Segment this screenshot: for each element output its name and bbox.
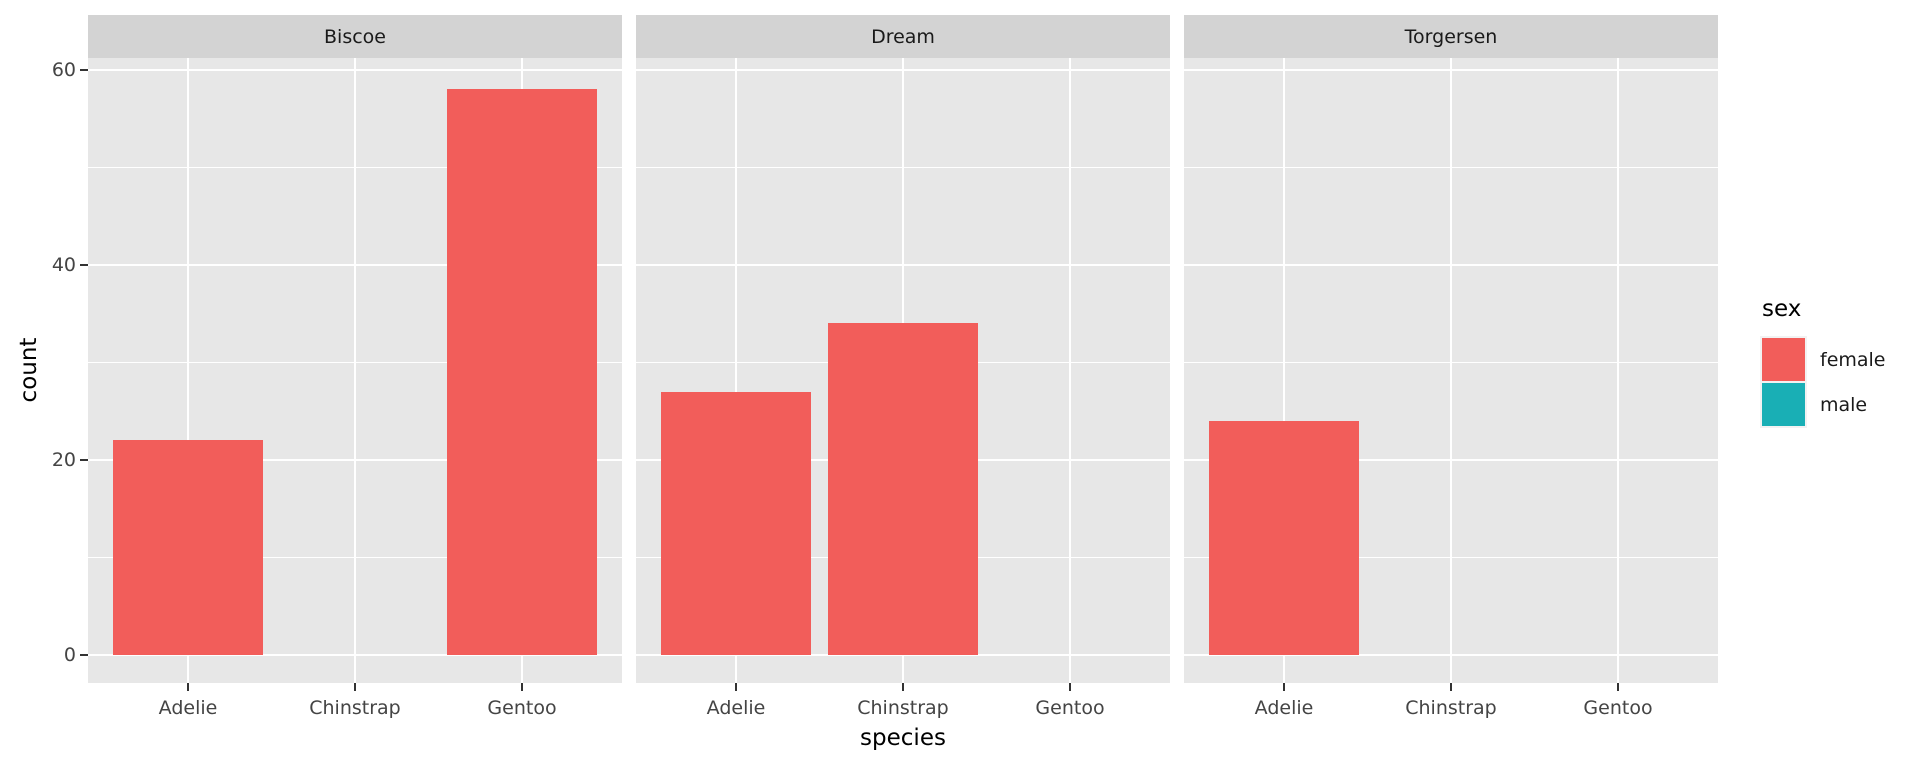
y-tick-label: 40 (51, 254, 76, 276)
gridline-major-x (1450, 58, 1452, 683)
x-tick-label: Gentoo (1583, 697, 1653, 719)
bar-female-adelie (661, 392, 811, 655)
bar-female-gentoo (447, 89, 597, 655)
y-tick-label: 60 (51, 59, 76, 81)
x-tick (1283, 683, 1285, 691)
gridline-major-x (735, 58, 737, 683)
facet-strip-label: Biscoe (324, 25, 386, 48)
legend-keys: female male (1762, 338, 1886, 426)
x-tick-label: Chinstrap (309, 697, 401, 719)
gridline-major-x (187, 58, 189, 683)
facet-panel (636, 58, 1170, 683)
x-tick (902, 683, 904, 691)
gridline-major-x (1617, 58, 1619, 683)
facet-strip-label: Torgersen (1404, 25, 1498, 48)
bar-female-chinstrap (828, 323, 978, 655)
facet-strip: Biscoe (88, 15, 622, 58)
y-axis-title: count (16, 337, 42, 403)
x-tick (735, 683, 737, 691)
gridline-major-x (354, 58, 356, 683)
x-tick-label: Gentoo (487, 697, 557, 719)
x-tick (354, 683, 356, 691)
x-tick-label: Adelie (158, 697, 218, 719)
y-tick (80, 69, 88, 71)
y-tick (80, 459, 88, 461)
x-tick-label: Adelie (706, 697, 766, 719)
bar-female-adelie (1209, 421, 1359, 655)
bar-female-adelie (113, 440, 263, 655)
y-tick-label: 20 (51, 449, 76, 471)
y-tick (80, 654, 88, 656)
y-tick-label: 0 (63, 644, 76, 666)
x-tick-label: Chinstrap (1405, 697, 1497, 719)
x-tick-label: Gentoo (1035, 697, 1105, 719)
facet-strip: Torgersen (1184, 15, 1718, 58)
gridline-major-x (1283, 58, 1285, 683)
x-tick-label: Adelie (1254, 697, 1314, 719)
x-axis-title: species (860, 725, 946, 751)
x-tick (1450, 683, 1452, 691)
facet-panel (88, 58, 622, 683)
x-tick (521, 683, 523, 691)
male-swatch-icon (1762, 383, 1805, 426)
x-tick (1617, 683, 1619, 691)
x-tick (1069, 683, 1071, 691)
x-tick-label: Chinstrap (857, 697, 949, 719)
y-tick (80, 264, 88, 266)
facet-strip: Dream (636, 15, 1170, 58)
x-tick (187, 683, 189, 691)
gridline-major-x (1069, 58, 1071, 683)
facet-panel (1184, 58, 1718, 683)
legend-label: female (1820, 348, 1886, 371)
legend: sex female male (1762, 296, 1886, 428)
legend-entry-female: female (1762, 338, 1886, 381)
female-swatch-icon (1762, 338, 1805, 381)
facet-strip-label: Dream (871, 25, 935, 48)
legend-title: sex (1762, 296, 1802, 322)
legend-label: male (1820, 393, 1868, 416)
legend-entry-male: male (1762, 383, 1886, 426)
